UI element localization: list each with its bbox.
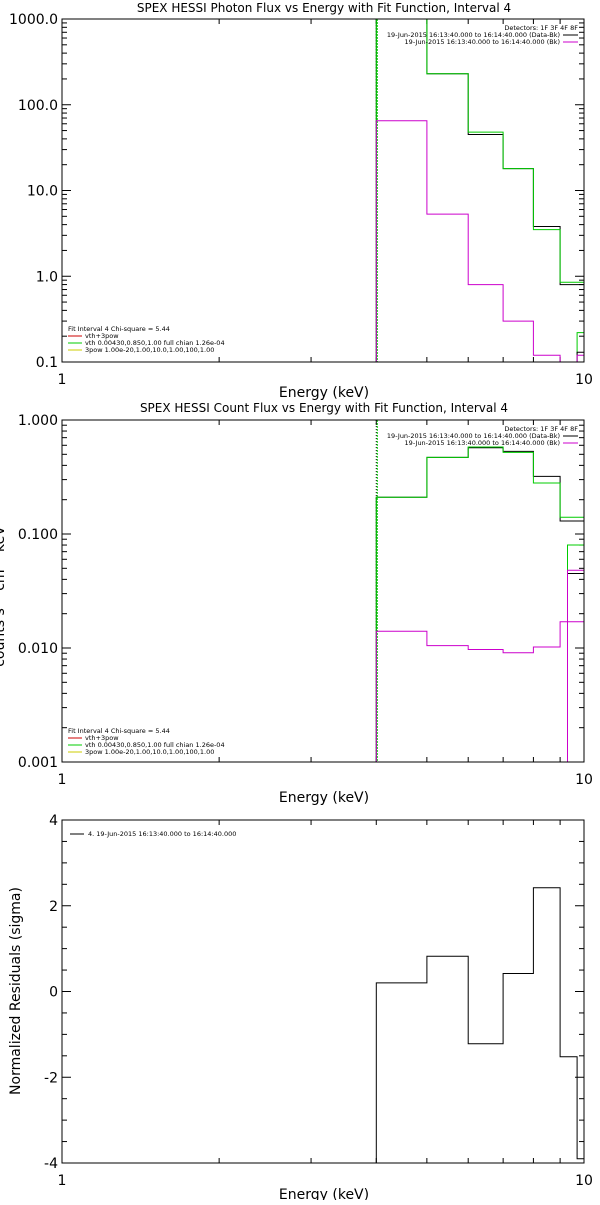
residuals-xlabel: Energy (keV) [279, 1187, 369, 1200]
photon-xtick-label: 1 [58, 372, 67, 388]
photon-legend-bk: 19-Jun-2015 16:13:40.000 to 16:14:40.000… [405, 38, 560, 46]
count-series-data-bk [375, 447, 585, 762]
photon-tail-segment [576, 332, 584, 362]
residuals-ytick-label: 2 [49, 899, 58, 915]
photon-legend-detectors: Detectors: 1F 3F 4F 8F [504, 24, 578, 32]
count-fit-vth: vth 0.00430,0.850,1.00 full chian 1.26e-… [85, 741, 225, 749]
photon-ytick-label: 1000.0 [9, 12, 58, 28]
residuals-ytick-label: 4 [49, 813, 58, 829]
count-series-vth-3pow [375, 446, 585, 762]
photon-ytick-label: 10.0 [27, 184, 58, 200]
photon-series-bk [375, 120, 584, 363]
count-title: SPEX HESSI Count Flux vs Energy with Fit… [140, 401, 508, 415]
residuals-plot-area: 1 10 -4 -2 0 2 4 [44, 813, 593, 1189]
count-legend-detectors: Detectors: 1F 3F 4F 8F [504, 425, 578, 433]
count-tail-segment [567, 573, 584, 762]
count-ytick-label: 0.001 [18, 755, 58, 771]
residuals-xtick-label: 1 [58, 1173, 67, 1189]
photon-fit-3pow: 3pow 1.00e-20,1.00,10.0,1.00,100,1.00 [85, 346, 214, 354]
count-panel: SPEX HESSI Count Flux vs Energy with Fit… [0, 401, 593, 806]
residuals-ytick-label: -4 [44, 1156, 58, 1172]
count-ytick-label: 0.100 [18, 527, 58, 543]
count-fit-model: vth+3pow [85, 734, 119, 742]
photon-legend-data-bk: 19-Jun-2015 16:13:40.000 to 16:14:40.000… [387, 31, 560, 39]
count-axes-frame [61, 419, 585, 763]
photon-legend-bottom: Fit Interval 4 Chi-square = 5.44 vth+3po… [68, 325, 225, 354]
photon-fit-model: vth+3pow [85, 332, 119, 340]
count-tail-segment [567, 569, 584, 762]
photon-tail-segment [576, 351, 584, 362]
residuals-legend: 4. 19-Jun-2015 16:13:40.000 to 16:14:40.… [70, 830, 236, 838]
residuals-xtick-label: 10 [575, 1173, 593, 1189]
photon-xlabel: Energy (keV) [279, 385, 369, 401]
photon-series-data-bk [375, 18, 585, 362]
photon-fit-info: Fit Interval 4 Chi-square = 5.44 [68, 325, 170, 333]
photon-panel: SPEX HESSI Photon Flux vs Energy with Fi… [9, 1, 593, 401]
residuals-ytick-label: 0 [49, 985, 58, 1001]
count-legend-bottom: Fit Interval 4 Chi-square = 5.44 vth+3po… [68, 727, 225, 756]
count-series-bk [375, 621, 585, 762]
photon-legend-top: Detectors: 1F 3F 4F 8F 19-Jun-2015 16:13… [387, 24, 578, 46]
count-xlabel: Energy (keV) [279, 790, 369, 806]
residuals-ylabel: Normalized Residuals (sigma) [8, 887, 24, 1095]
photon-title: SPEX HESSI Photon Flux vs Energy with Fi… [137, 1, 511, 15]
count-legend-top: Detectors: 1F 3F 4F 8F 19-Jun-2015 16:13… [387, 425, 578, 447]
count-ylabel: counts s⁻¹ cm⁻² keV⁻¹ [0, 513, 8, 667]
residuals-axes-frame [61, 819, 585, 1164]
residuals-ytick-label: -2 [44, 1070, 58, 1086]
photon-ytick-label: 0.1 [36, 355, 58, 371]
photon-axes-frame [61, 18, 585, 363]
count-fit-3pow: 3pow 1.00e-20,1.00,10.0,1.00,100,1.00 [85, 748, 214, 756]
count-ytick-label: 1.000 [18, 413, 58, 429]
residuals-series-residual [375, 887, 585, 1163]
count-xtick-label: 10 [575, 772, 593, 788]
photon-fit-vth: vth 0.00430,0.850,1.00 full chian 1.26e-… [85, 339, 225, 347]
photon-ytick-label: 1.0 [36, 269, 58, 285]
count-xtick-label: 1 [58, 772, 67, 788]
residuals-panel: 1 10 -4 -2 0 2 4 Energy (keV) Normalized Resid… [8, 813, 593, 1203]
photon-ytick-label: 100.0 [18, 98, 58, 114]
count-plot-area: 1 10 0.001 0.010 0.100 1.000 [18, 413, 593, 788]
photon-series-vth-3pow [375, 18, 585, 362]
count-legend-data-bk: 19-Jun-2015 16:13:40.000 to 16:14:40.000… [387, 432, 560, 440]
count-fit-info: Fit Interval 4 Chi-square = 5.44 [68, 727, 170, 735]
residuals-legend-label: 4. 19-Jun-2015 16:13:40.000 to 16:14:40.… [88, 830, 236, 838]
photon-tail-segment [576, 354, 584, 362]
count-ytick-label: 0.010 [18, 641, 58, 657]
count-legend-bk: 19-Jun-2015 16:13:40.000 to 16:14:40.000… [405, 439, 560, 447]
photon-xtick-label: 10 [575, 372, 593, 388]
